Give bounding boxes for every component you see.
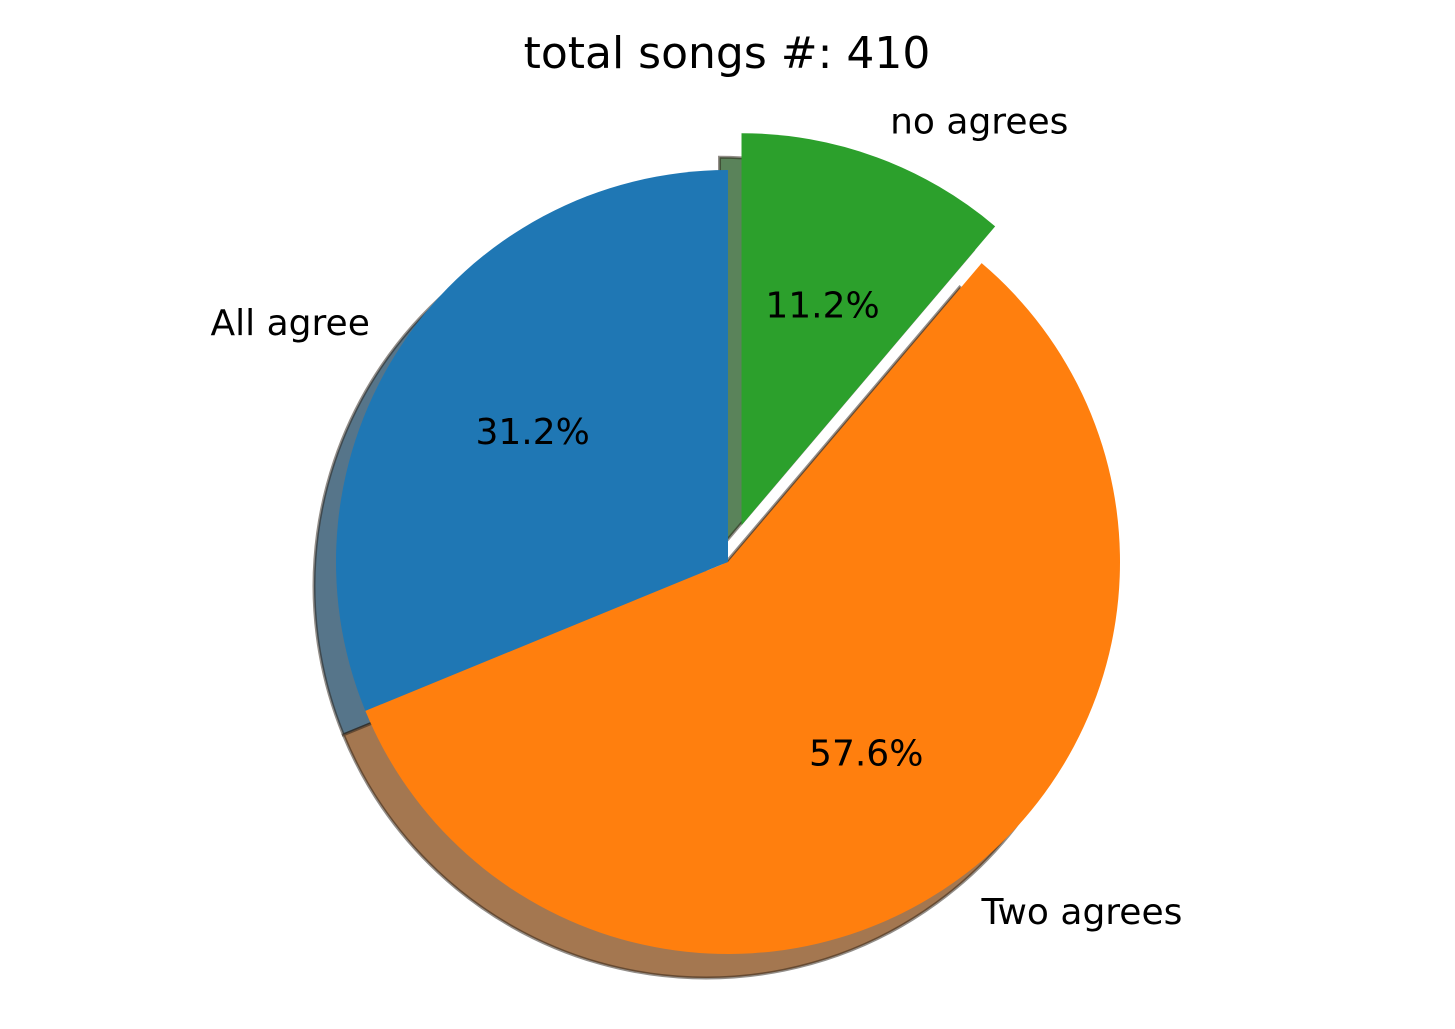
slice-label-all-agree: All agree	[211, 303, 370, 344]
slice-label-two-agrees: Two agrees	[980, 892, 1182, 933]
slice-label-no-agrees: no agrees	[890, 101, 1068, 142]
pie-labels: 31.2% All agree 57.6% Two agrees 11.2% no agr…	[211, 101, 1183, 932]
pct-label-all-agree: 31.2%	[475, 412, 589, 453]
slice-two-agrees	[365, 263, 1120, 954]
chart-title: total songs #: 410	[524, 28, 931, 79]
slice-all-agree	[335, 170, 728, 711]
pct-label-two-agrees: 57.6%	[809, 733, 923, 774]
pct-label-no-agrees: 11.2%	[765, 285, 879, 326]
pie-slices	[335, 133, 1120, 954]
slice-no-agrees	[741, 133, 996, 526]
